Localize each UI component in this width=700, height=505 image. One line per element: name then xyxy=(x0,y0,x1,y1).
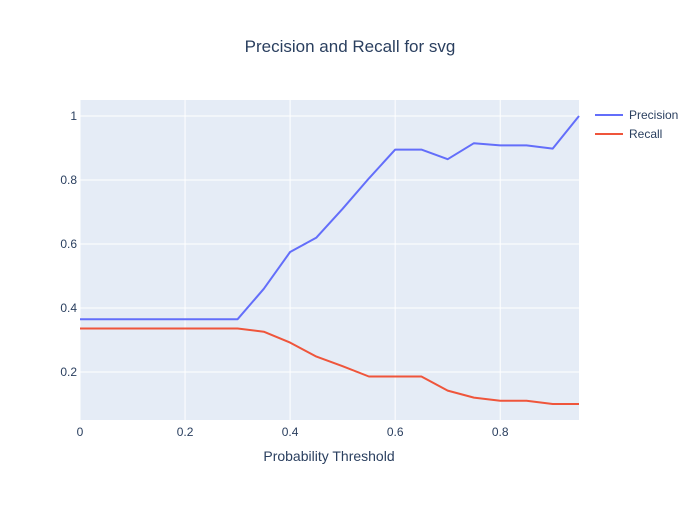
legend-label: Precision xyxy=(629,108,678,122)
x-tick-label: 0.6 xyxy=(387,425,404,439)
grid-lines xyxy=(79,100,579,420)
legend[interactable]: Precision Recall xyxy=(595,108,678,141)
legend-item-recall[interactable]: Recall xyxy=(595,127,662,141)
chart-title: Precision and Recall for svg xyxy=(245,37,456,56)
series-line-recall xyxy=(80,327,579,405)
legend-label: Recall xyxy=(629,127,662,141)
legend-item-precision[interactable]: Precision xyxy=(595,108,678,122)
x-tick-label: 0 xyxy=(77,425,84,439)
x-tick-label: 0.2 xyxy=(177,425,194,439)
plot-area xyxy=(80,100,579,420)
series-line-precision xyxy=(80,115,580,321)
series-lines xyxy=(80,115,580,405)
y-tick-label: 1 xyxy=(70,109,77,123)
y-tick-label: 0.2 xyxy=(60,365,77,379)
x-tick-label: 0.8 xyxy=(492,425,509,439)
y-tick-label: 0.4 xyxy=(60,301,77,315)
y-tick-label: 0.6 xyxy=(60,237,77,251)
x-tick-label: 0.4 xyxy=(282,425,299,439)
axis-tick-labels: 0 0.2 0.4 0.6 0.8 0.2 0.4 0.6 0.8 1 xyxy=(60,109,509,439)
y-tick-label: 0.8 xyxy=(60,173,77,187)
x-axis-label: Probability Threshold xyxy=(263,448,394,464)
